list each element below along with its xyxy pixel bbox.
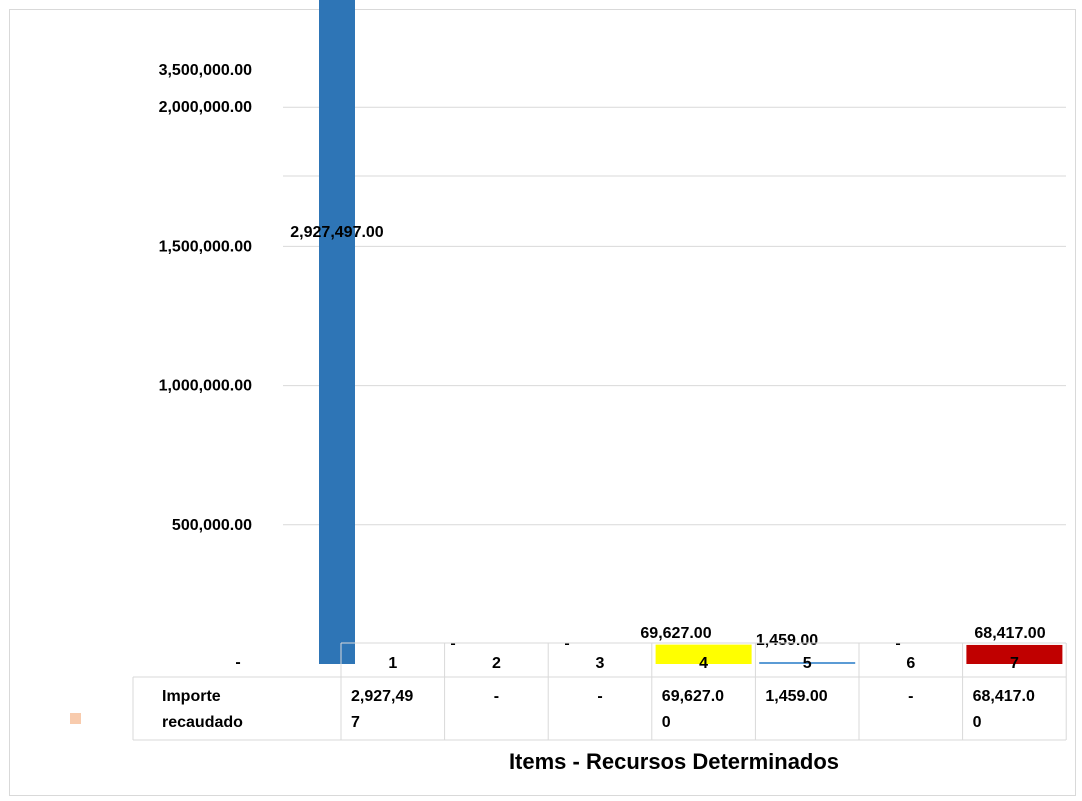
y-tick-label: 2,000,000.00 [159,99,253,116]
table-value: - [494,688,499,705]
x-tick-label: 7 [1010,655,1019,672]
table-value: - [908,688,913,705]
table-value: 69,627.0 [662,688,724,705]
table-value: 0 [973,714,982,731]
chart-frame [9,9,1076,796]
table-value: - [597,688,602,705]
data-label: 68,417.00 [974,625,1045,642]
bar [319,0,355,664]
y-tick-label: 500,000.00 [172,517,252,534]
y-tick-label: - [235,654,240,671]
series-name: Importe [162,688,221,705]
table-value: 7 [351,714,360,731]
x-tick-label: 1 [388,655,397,672]
legend-key [70,713,81,724]
bar [966,644,1063,664]
table-value: 68,417.0 [973,688,1035,705]
y-tick-label: 1,500,000.00 [159,238,253,255]
data-label: 2,927,497.00 [290,224,384,241]
y-tick-label: 1,000,000.00 [159,378,253,395]
table-value: 2,927,49 [351,688,413,705]
table-value: 0 [662,714,671,731]
x-tick-label: 6 [906,655,915,672]
table-value: 1,459.00 [765,688,827,705]
data-label: 1,459.00 [756,632,818,649]
x-axis-title: Items - Recursos Determinados [509,749,839,774]
bar [655,644,752,664]
x-tick-label: 4 [699,655,708,672]
data-label: 69,627.00 [640,625,711,642]
series-name: recaudado [162,714,243,731]
bar [759,662,856,664]
y-tick-label: 3,500,000.00 [159,62,253,79]
x-tick-label: 5 [803,655,812,672]
x-tick-label: 3 [596,655,605,672]
x-tick-label: 2 [492,655,501,672]
